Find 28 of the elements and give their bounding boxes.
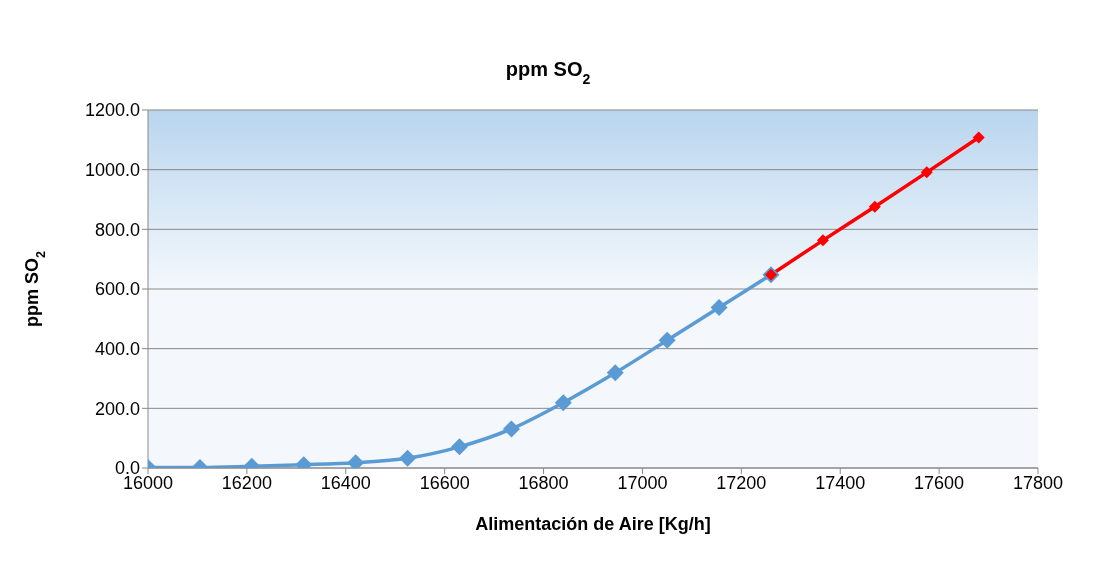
- x-tick-label: 17600: [914, 472, 965, 493]
- point: [710, 299, 728, 316]
- y-tick-label: 1000.0: [84, 160, 140, 181]
- point: [920, 166, 933, 179]
- y-tick-label: 400.0: [94, 339, 140, 360]
- x-tick-label: 16400: [320, 472, 371, 493]
- y-tick-label: 600.0: [94, 279, 140, 300]
- x-tick-label: 17000: [617, 472, 668, 493]
- chart-title: ppm SO$_{2}$: [505, 58, 591, 87]
- y-tick-label: 1200.0: [84, 100, 140, 121]
- x-tick-label: 17800: [1012, 472, 1064, 493]
- point: [816, 234, 829, 247]
- y-tick-label: 200.0: [94, 398, 140, 419]
- point: [451, 438, 468, 456]
- x-tick-label: 17400: [815, 472, 866, 493]
- point: [868, 200, 881, 213]
- y-tick-label: 800.0: [94, 219, 140, 240]
- point: [658, 331, 676, 349]
- x-axis-title: Alimentación de Aire [Kg/h]: [475, 514, 711, 534]
- point: [502, 420, 520, 438]
- point: [554, 394, 572, 412]
- x-tick-label: 16800: [518, 472, 569, 493]
- point: [606, 364, 624, 382]
- point: [972, 131, 985, 144]
- x-tick-label: 16600: [419, 472, 470, 493]
- x-tick-label: 17200: [716, 472, 767, 493]
- x-tick-label: 16200: [221, 472, 272, 493]
- point: [399, 449, 417, 467]
